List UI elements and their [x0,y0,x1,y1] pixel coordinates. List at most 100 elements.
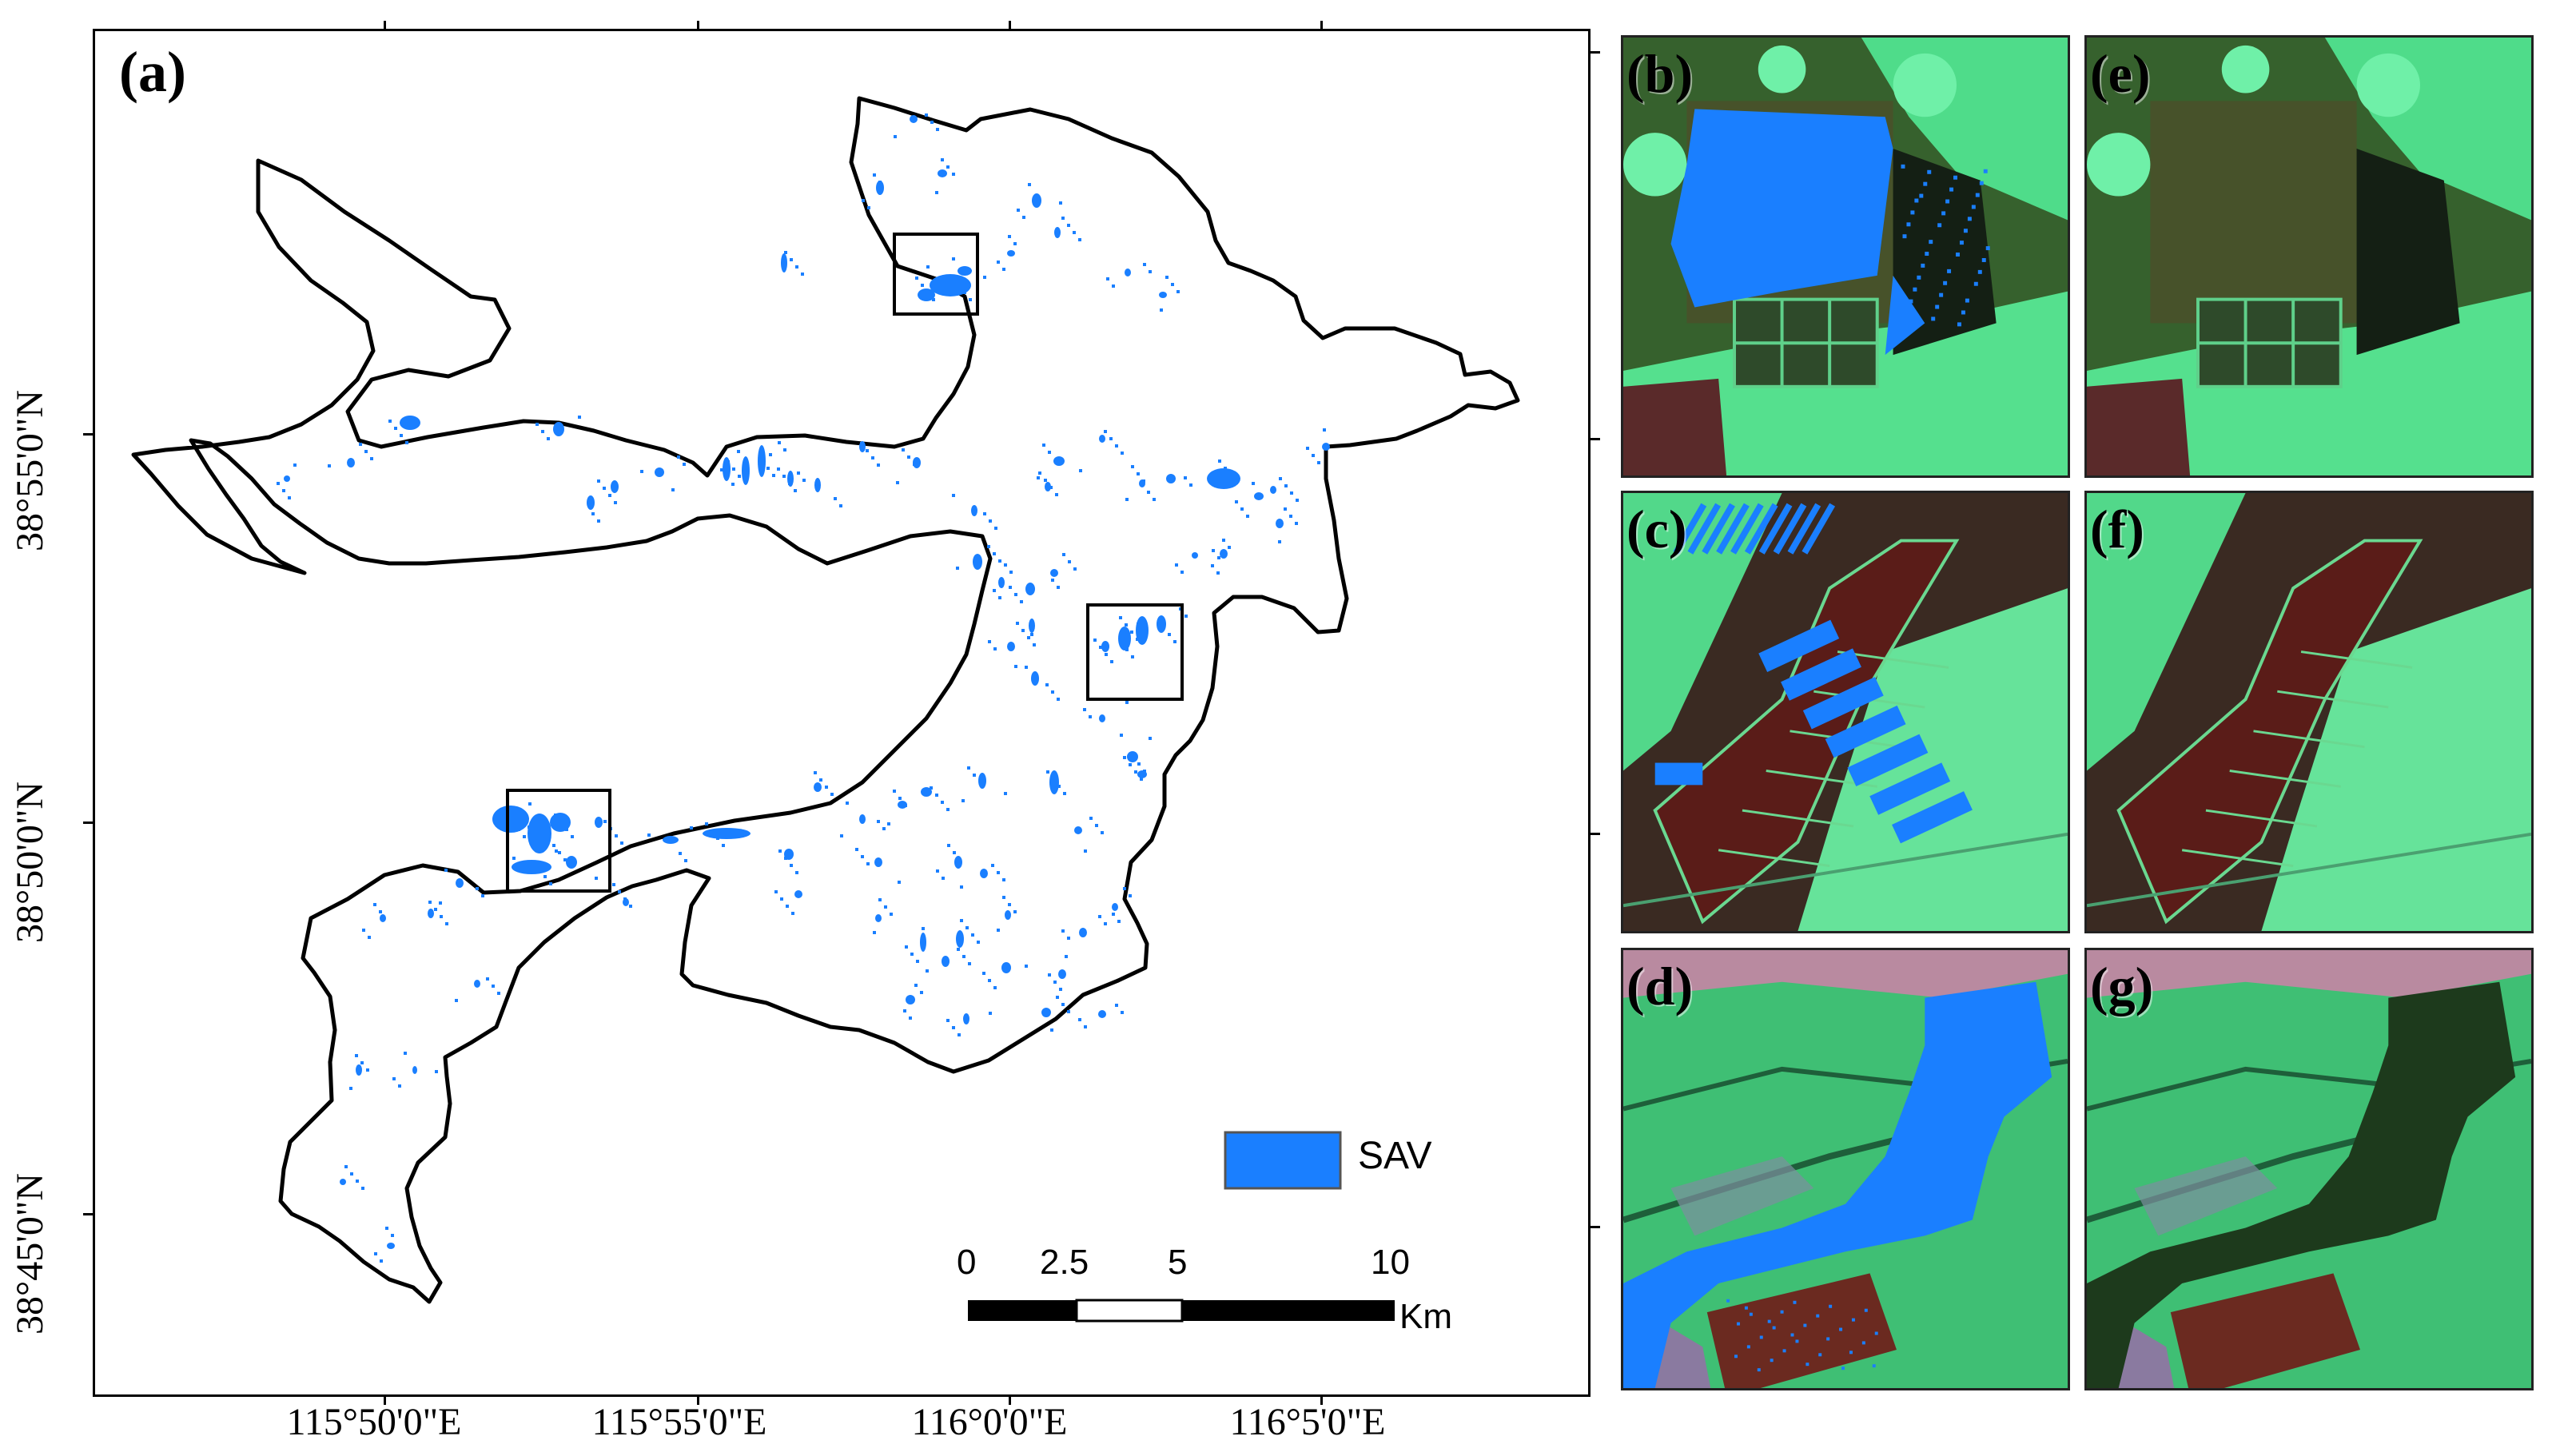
sav-patch [1005,910,1011,920]
sav-speck [603,487,606,490]
sav-speck [825,786,828,789]
sav-patch [1007,642,1015,651]
sav-speck [612,883,615,886]
sav-speck [1134,770,1137,774]
sav-speck [732,467,735,471]
sav-patch [703,828,750,839]
sav-patch [340,1179,346,1185]
sav-speck [492,985,495,988]
sav-speck [1119,616,1122,619]
sav-patch [1053,456,1065,466]
sav-speck [355,1054,358,1057]
sav-speck [1028,183,1031,186]
sav-speck [925,113,928,117]
sav-speck [997,871,1000,874]
sav-speck [578,416,581,419]
sav-speck [983,512,986,515]
sav-patch [553,422,564,436]
y-tick-left-1 [83,433,93,436]
sav-speck [705,822,708,825]
sav-speck [523,835,526,838]
sav-speck [988,979,991,982]
sav-speck [445,922,448,925]
sav-speck [794,489,797,492]
scale-tick-0: 0 [957,1243,977,1282]
sav-speck [862,199,865,202]
sav-speck [720,468,723,471]
sav-speck [1059,988,1062,991]
sav-speck [1061,217,1065,220]
sav-speck [958,1033,961,1036]
sav-speck [1180,571,1184,574]
sav-patch [906,995,915,1004]
sav-speck [481,894,484,897]
sav-speck [1189,483,1192,487]
sav-speck [922,927,925,930]
sav-speck [1083,708,1086,711]
sav-speck [391,1234,394,1237]
sav-speck [428,901,432,904]
sav-speck [1042,444,1045,447]
study-area-map [131,96,1520,1323]
sav-speck [1175,563,1178,567]
sav-speck [1112,913,1115,916]
sav-speck [920,991,923,994]
thumb-f: (f) [2084,491,2534,933]
sav-speck [615,834,618,837]
sav-speck [926,969,929,973]
sav-speck [1062,553,1065,556]
sav-speck [361,1187,364,1190]
sav-patch [1058,969,1066,979]
sav-speck [623,897,627,901]
sav-speck [926,265,930,269]
y-tick-right-0 [1591,51,1600,54]
scale-tick-5: 5 [1168,1243,1188,1282]
thumb-label-g: (g) [2090,956,2154,1016]
sav-speck [830,793,834,796]
sav-speck [903,1009,906,1012]
sav-patch [347,458,355,467]
sav-speck [404,1052,407,1055]
sav-speck [288,496,291,499]
sav-speck [1295,522,1298,525]
sav-speck [782,475,786,478]
sav-speck [1229,474,1232,477]
sav-patch [1207,468,1240,489]
sav-speck [1013,242,1017,245]
thumb-f-image [2087,493,2531,931]
x-label-1: 115°50'0"E [286,1401,462,1443]
sav-speck [1101,831,1104,834]
sav-speck [898,797,902,800]
sav-patch [1050,569,1058,577]
sav-speck [780,897,783,901]
sav-speck [1125,623,1128,627]
sav-speck [839,504,842,507]
sav-speck [1222,539,1225,542]
sav-patch [595,817,603,828]
sav-speck [552,844,555,847]
sav-speck [1056,996,1059,999]
sav-speck [1073,567,1077,571]
sav-speck [1246,515,1249,518]
sav-speck [989,1012,992,1015]
sav-speck [766,467,770,470]
sav-speck [1131,655,1134,658]
sav-speck [1121,452,1124,455]
sav-speck [528,825,531,829]
sav-speck [1009,571,1013,574]
sav-speck [873,173,876,177]
sav-speck [435,1070,438,1073]
sav-speck [774,890,778,893]
sav-speck [1013,910,1017,913]
sav-patch [942,956,950,967]
sav-patch [611,480,619,493]
sav-speck [790,258,793,261]
sav-speck [541,430,544,433]
sav-speck [434,908,437,911]
sav-speck [969,298,972,301]
sav-speck [786,905,789,908]
y-tick-right-1 [1591,438,1600,440]
sav-speck [867,206,870,209]
x-tick-top-4 [1320,21,1323,30]
sav-patch [874,857,882,867]
